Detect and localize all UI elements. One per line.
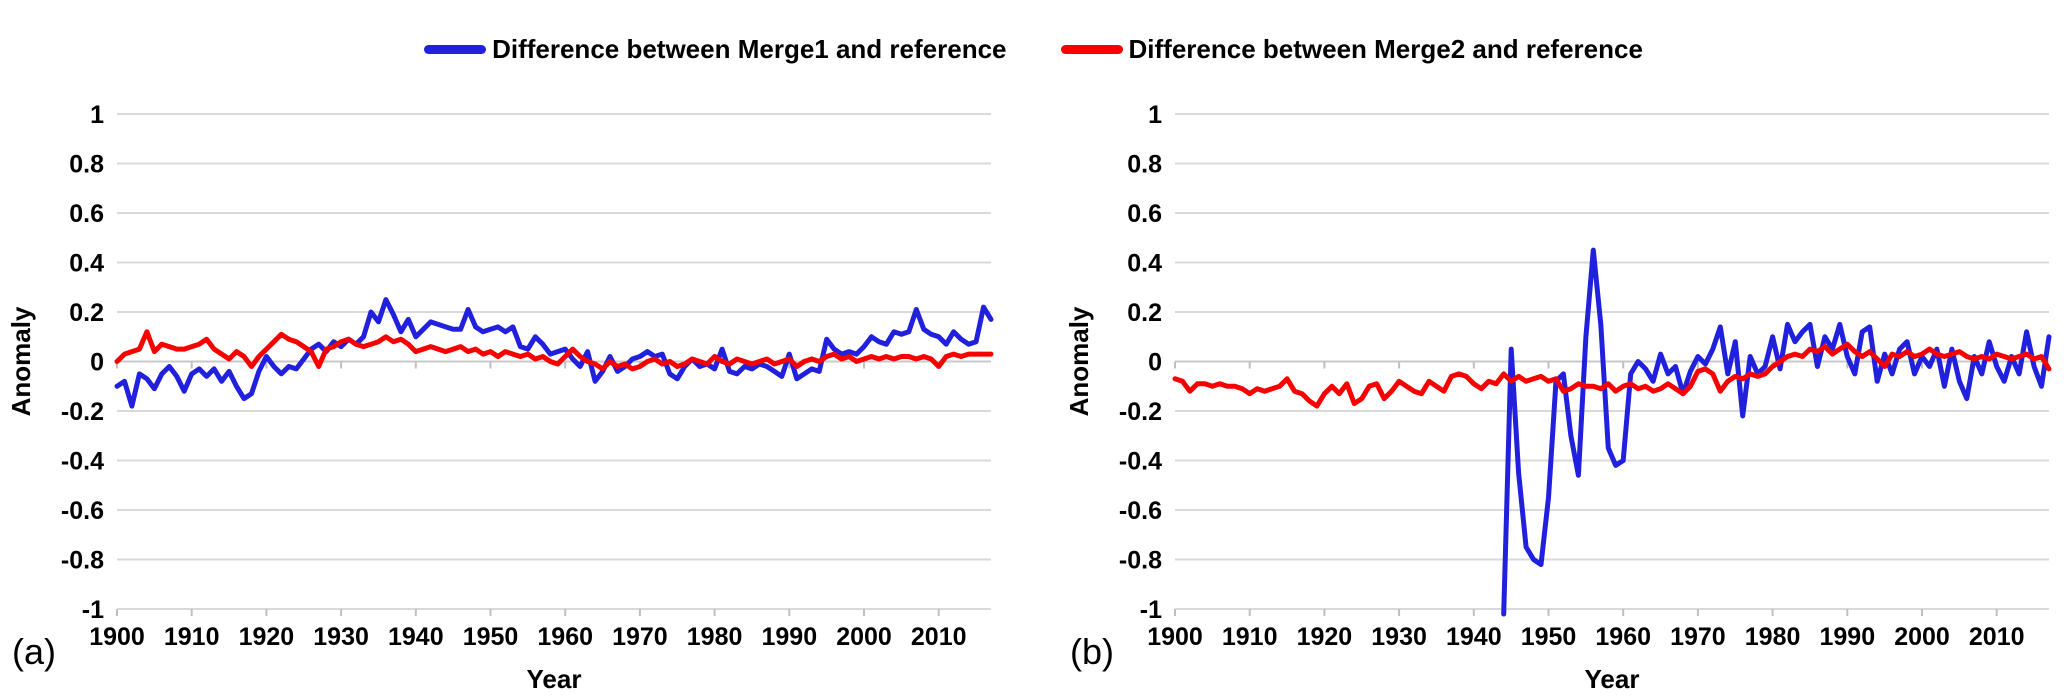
y-tick-label: -0.6 <box>61 497 104 525</box>
x-tick-label: 1950 <box>463 623 519 651</box>
y-tick-label: -0.8 <box>61 547 104 575</box>
y-tick-label: 0.2 <box>1127 299 1162 327</box>
y-tick-label: 0.4 <box>1127 250 1162 278</box>
y-tick-label: -0.4 <box>61 448 104 476</box>
y-tick-label: 0 <box>1148 349 1162 377</box>
x-tick-label: 2010 <box>1969 623 2025 651</box>
x-tick-label: 1990 <box>761 623 817 651</box>
x-tick-label: 1900 <box>89 623 145 651</box>
legend-item: Difference between Merge2 and reference <box>1060 34 1643 65</box>
y-tick-label: 0.6 <box>69 200 104 228</box>
x-tick-label: 1910 <box>164 623 220 651</box>
y-tick-label: -1 <box>1140 596 1162 624</box>
series-line-merge1-minus-reference <box>114 297 994 409</box>
legend: Difference between Merge1 and reference D… <box>0 34 2067 65</box>
x-tick-label: 1920 <box>1297 623 1353 651</box>
y-tick-label: -0.2 <box>61 398 104 426</box>
x-tick-label: 1980 <box>1745 623 1801 651</box>
y-tick-label: 0.6 <box>1127 200 1162 228</box>
y-tick-label: 0.8 <box>1127 151 1162 179</box>
y-tick-label: -0.6 <box>1119 497 1162 525</box>
y-tick-label: 0.4 <box>69 250 104 278</box>
x-tick-label: 1930 <box>1371 623 1427 651</box>
x-tick-label: 2000 <box>836 623 892 651</box>
x-tick-label: 2000 <box>1894 623 1950 651</box>
y-tick-label: -0.2 <box>1119 398 1162 426</box>
y-tick-label: 1 <box>90 101 104 129</box>
legend-line-sample <box>424 45 487 54</box>
x-tick-label: 1960 <box>537 623 593 651</box>
x-tick-label: 1940 <box>1446 623 1502 651</box>
y-tick-label: -0.4 <box>1119 448 1162 476</box>
legend-label: Difference between Merge2 and reference <box>1128 34 1643 64</box>
x-tick-label: 1960 <box>1595 623 1651 651</box>
series-line-merge1-minus-reference <box>1501 247 2052 617</box>
x-tick-label: 1950 <box>1521 623 1577 651</box>
x-tick-label: 1930 <box>313 623 369 651</box>
panel-letter: (b) <box>1070 631 1114 672</box>
y-tick-label: -0.8 <box>1119 547 1162 575</box>
legend-label: Difference between Merge1 and reference <box>492 34 1007 64</box>
panel-letter: (a) <box>12 631 56 672</box>
x-tick-label: 1970 <box>612 623 668 651</box>
y-axis-title: Anomaly <box>6 306 36 416</box>
y-tick-label: -1 <box>82 596 104 624</box>
x-tick-label: 1970 <box>1670 623 1726 651</box>
legend-line-sample <box>1060 45 1123 54</box>
x-tick-label: 1910 <box>1222 623 1278 651</box>
x-tick-label: 1940 <box>388 623 444 651</box>
x-tick-label: 1900 <box>1147 623 1203 651</box>
x-axis-title: Year <box>1585 664 1640 694</box>
x-tick-label: 1980 <box>687 623 743 651</box>
x-tick-label: 1920 <box>239 623 295 651</box>
series-line-merge2-minus-reference <box>114 329 994 372</box>
x-axis-title: Year <box>527 664 582 694</box>
y-tick-label: 0 <box>90 349 104 377</box>
legend-item: Difference between Merge1 and reference <box>424 34 1007 65</box>
series-line-merge2-minus-reference <box>1172 341 2052 409</box>
y-tick-label: 0.2 <box>69 299 104 327</box>
x-tick-label: 1990 <box>1819 623 1875 651</box>
y-axis-title: Anomaly <box>1064 306 1094 416</box>
x-tick-label: 2010 <box>911 623 967 651</box>
y-tick-label: 1 <box>1148 101 1162 129</box>
y-tick-label: 0.8 <box>69 151 104 179</box>
